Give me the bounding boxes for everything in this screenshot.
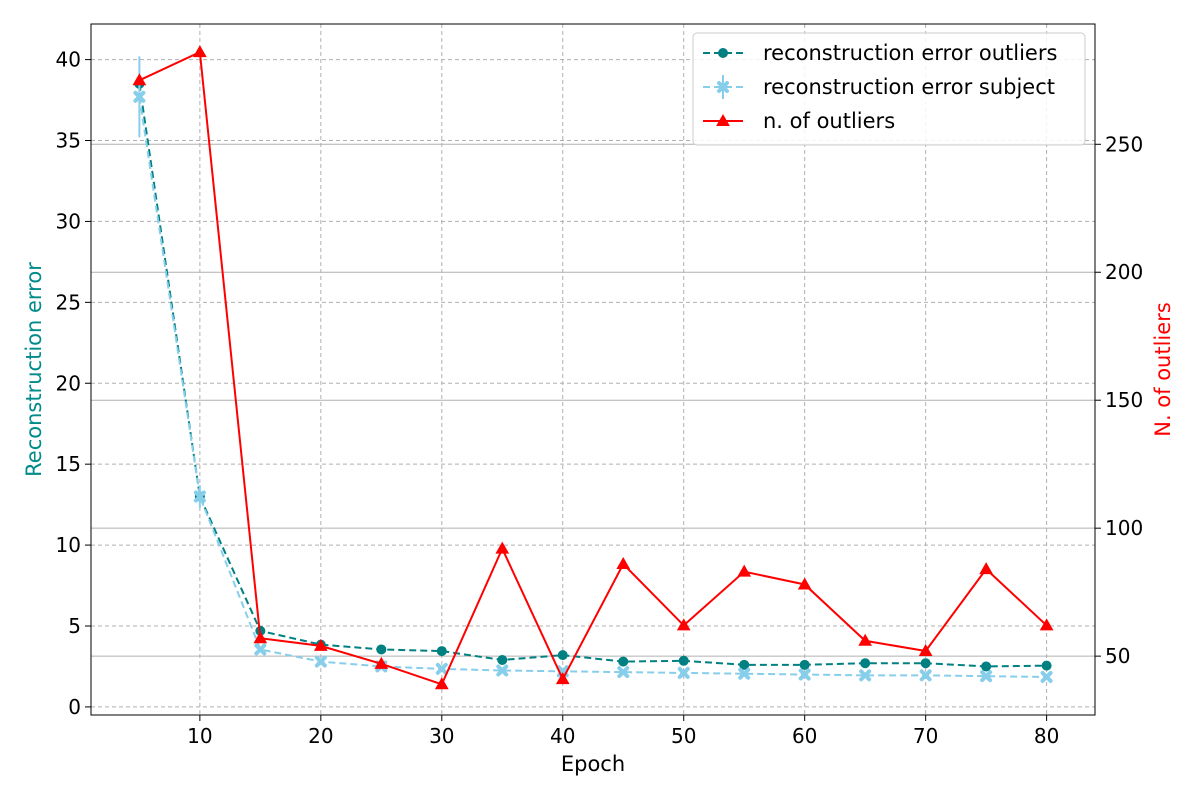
left-tick-label: 40 bbox=[56, 48, 81, 72]
right-axis-ticks: 50 100 150 200 250 bbox=[1095, 132, 1143, 668]
data-point bbox=[979, 562, 993, 575]
data-point bbox=[434, 677, 449, 690]
data-point bbox=[718, 48, 728, 58]
data-point bbox=[980, 670, 993, 683]
series-0 bbox=[134, 78, 1052, 672]
left-tick-label: 10 bbox=[56, 533, 81, 557]
series-layer bbox=[132, 45, 1054, 690]
legend-label: n. of outliers bbox=[763, 109, 895, 133]
data-point bbox=[193, 490, 206, 503]
data-point bbox=[313, 638, 328, 651]
x-axis-label: Epoch bbox=[561, 752, 625, 776]
legend-item: reconstruction error outliers bbox=[703, 41, 1057, 65]
legend-item: reconstruction error subject bbox=[703, 75, 1055, 99]
data-point bbox=[859, 669, 872, 682]
data-point bbox=[676, 618, 691, 631]
data-point bbox=[799, 659, 810, 670]
series-line bbox=[138, 50, 1048, 686]
data-point bbox=[919, 669, 932, 682]
data-point bbox=[617, 666, 630, 679]
data-point bbox=[132, 73, 147, 86]
data-point bbox=[374, 656, 389, 669]
series-line bbox=[138, 96, 1047, 678]
x-tick-label: 80 bbox=[1034, 724, 1059, 748]
data-point bbox=[133, 90, 146, 103]
data-point bbox=[253, 631, 268, 644]
data-point bbox=[1041, 660, 1052, 671]
data-point bbox=[497, 654, 508, 665]
data-point bbox=[496, 664, 509, 677]
x-tick-label: 40 bbox=[550, 724, 575, 748]
x-tick-label: 60 bbox=[792, 724, 817, 748]
left-tick-label: 5 bbox=[68, 614, 81, 638]
left-axis-label: Reconstruction error bbox=[22, 262, 46, 477]
x-tick-label: 50 bbox=[671, 724, 696, 748]
legend-box bbox=[692, 32, 1086, 146]
data-point bbox=[495, 541, 510, 554]
data-point bbox=[981, 661, 992, 672]
right-tick-label: 150 bbox=[1105, 388, 1143, 412]
plot-frame bbox=[90, 23, 1096, 716]
data-point bbox=[860, 658, 871, 669]
series-1 bbox=[133, 56, 1053, 683]
x-tick-label: 30 bbox=[429, 724, 454, 748]
data-point bbox=[616, 556, 631, 570]
right-tick-label: 200 bbox=[1105, 260, 1143, 284]
data-point bbox=[1039, 618, 1054, 631]
data-point bbox=[858, 633, 873, 646]
series-line bbox=[138, 83, 1047, 668]
left-tick-label: 30 bbox=[56, 209, 81, 233]
x-tick-label: 70 bbox=[913, 724, 938, 748]
right-axis-label: N. of outliers bbox=[1151, 302, 1175, 437]
left-tick-label: 35 bbox=[56, 129, 81, 153]
data-point bbox=[677, 666, 690, 679]
data-point bbox=[436, 646, 447, 657]
series-2 bbox=[132, 45, 1054, 690]
data-point bbox=[918, 644, 933, 657]
right-tick-label: 50 bbox=[1105, 644, 1130, 668]
data-point bbox=[1040, 670, 1053, 683]
x-tick-label: 20 bbox=[308, 724, 333, 748]
data-point bbox=[717, 81, 729, 93]
data-point bbox=[678, 655, 689, 666]
left-tick-label: 15 bbox=[56, 452, 81, 476]
x-axis-ticks: 10 20 30 40 50 60 70 80 bbox=[187, 715, 1059, 748]
data-point bbox=[798, 668, 811, 681]
legend-label: reconstruction error subject bbox=[763, 75, 1055, 99]
data-point bbox=[618, 656, 629, 667]
legend: reconstruction error outliers reconstruct… bbox=[692, 32, 1086, 146]
data-point bbox=[739, 659, 750, 670]
data-point bbox=[920, 658, 931, 669]
legend-item: n. of outliers bbox=[703, 109, 895, 133]
data-point bbox=[254, 643, 267, 656]
x-tick-label: 10 bbox=[187, 724, 212, 748]
data-point bbox=[737, 564, 752, 577]
data-point bbox=[557, 650, 568, 661]
legend-label: reconstruction error outliers bbox=[763, 41, 1057, 65]
right-tick-label: 250 bbox=[1105, 132, 1143, 156]
grid-right bbox=[91, 143, 1095, 657]
data-point bbox=[738, 667, 751, 680]
data-point bbox=[555, 672, 570, 685]
left-axis-ticks: 0 5 10 15 20 25 30 35 40 bbox=[56, 48, 91, 719]
data-point bbox=[376, 644, 387, 655]
data-point bbox=[797, 577, 812, 590]
data-point bbox=[716, 113, 730, 126]
right-tick-label: 100 bbox=[1105, 516, 1143, 540]
data-point bbox=[314, 655, 327, 668]
data-point bbox=[193, 45, 207, 58]
legend-items: reconstruction error outliers reconstruct… bbox=[703, 41, 1057, 133]
left-tick-label: 0 bbox=[68, 695, 81, 719]
left-tick-label: 25 bbox=[56, 290, 81, 314]
left-tick-label: 20 bbox=[56, 371, 81, 395]
data-point bbox=[435, 662, 448, 675]
